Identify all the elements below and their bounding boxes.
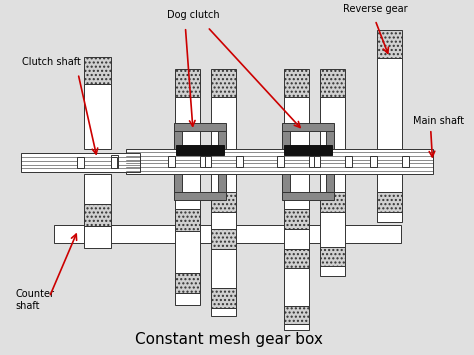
Bar [370, 155, 377, 168]
Bar [77, 157, 84, 169]
Bar [284, 97, 309, 149]
Bar [284, 324, 309, 330]
Bar [377, 58, 402, 149]
Bar [218, 174, 226, 192]
Bar [377, 212, 402, 222]
Bar [284, 248, 309, 268]
Bar [284, 145, 332, 155]
Bar [211, 70, 236, 97]
Bar [174, 123, 226, 131]
Bar [309, 155, 316, 168]
Bar [84, 204, 110, 226]
Bar [284, 70, 309, 97]
Bar [126, 149, 433, 174]
Bar [284, 174, 309, 209]
Bar [168, 155, 175, 168]
Bar [284, 209, 309, 229]
Bar [174, 131, 182, 149]
Bar [211, 248, 236, 288]
Bar [320, 174, 346, 192]
Bar [320, 97, 346, 149]
Bar [218, 131, 226, 149]
Bar [174, 192, 226, 200]
Bar [174, 174, 182, 192]
Bar [402, 155, 409, 168]
Bar [211, 288, 236, 308]
Text: Clutch shaft: Clutch shaft [22, 56, 82, 67]
Bar [236, 155, 243, 168]
Bar [175, 70, 200, 97]
Bar [211, 174, 236, 192]
Bar [211, 308, 236, 316]
Bar [211, 97, 236, 149]
Text: Counter
shaft: Counter shaft [16, 289, 55, 311]
Bar [282, 174, 290, 192]
Bar [84, 226, 110, 248]
Bar [20, 153, 140, 173]
Bar [314, 155, 320, 168]
Bar [377, 192, 402, 212]
Bar [175, 97, 200, 149]
Bar [282, 192, 334, 200]
Bar [84, 56, 110, 84]
Text: Dog clutch: Dog clutch [167, 10, 219, 20]
Bar [110, 155, 118, 169]
Bar [320, 192, 346, 212]
Bar [326, 131, 334, 149]
Bar [284, 306, 309, 324]
Bar [377, 174, 402, 192]
Bar [320, 267, 346, 277]
Bar [326, 174, 334, 192]
Bar [211, 212, 236, 229]
Bar [175, 293, 200, 305]
Bar [200, 155, 207, 168]
Bar [175, 231, 200, 273]
Bar [320, 212, 346, 247]
Bar [175, 273, 200, 293]
Bar [84, 174, 110, 204]
Bar [211, 229, 236, 248]
Bar [211, 192, 236, 212]
Bar [282, 131, 290, 149]
Bar [282, 123, 334, 131]
Bar [205, 155, 211, 168]
Bar [175, 174, 200, 209]
Bar [176, 145, 224, 155]
Text: Constant mesh gear box: Constant mesh gear box [135, 332, 322, 347]
Bar [346, 155, 352, 168]
Bar [84, 84, 110, 149]
Bar [377, 30, 402, 58]
Bar [284, 229, 309, 248]
Bar [320, 70, 346, 97]
Bar [54, 225, 401, 243]
Bar [284, 268, 309, 306]
Text: Main shaft: Main shaft [413, 116, 465, 126]
Text: Reverse gear: Reverse gear [343, 4, 408, 14]
Bar [320, 247, 346, 267]
Bar [175, 209, 200, 231]
Bar [110, 157, 118, 169]
Bar [277, 155, 284, 168]
